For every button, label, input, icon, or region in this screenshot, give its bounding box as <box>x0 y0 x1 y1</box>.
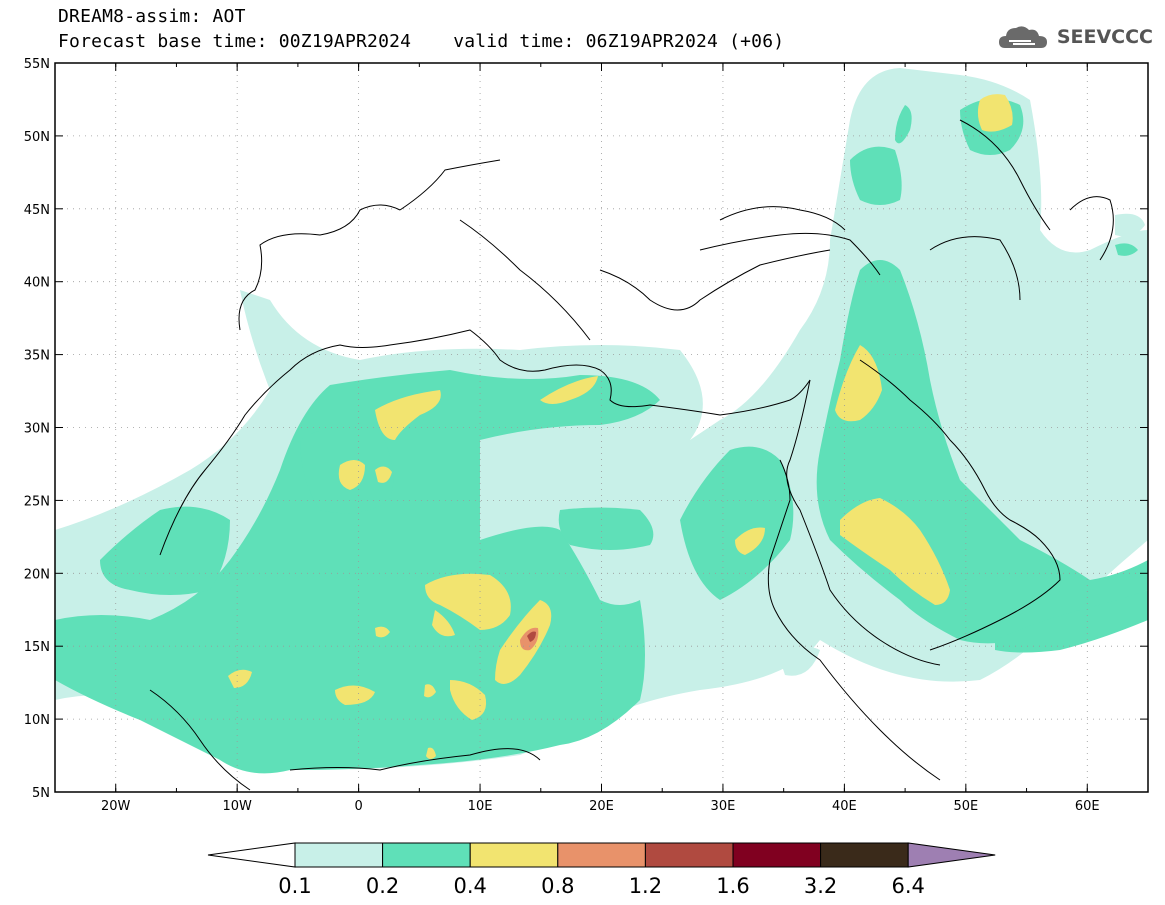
colorbar-cell <box>820 842 909 868</box>
y-tick-label: 30N <box>24 422 50 437</box>
aot-field <box>55 68 1148 774</box>
y-tick-label: 5N <box>32 786 50 801</box>
map-title: DREAM8-assim: AOT <box>58 6 246 27</box>
y-tick-label: 10N <box>24 713 50 728</box>
map-grid <box>55 63 1148 792</box>
x-tick-label: 20W <box>101 799 131 814</box>
x-tick-label: 10E <box>468 799 493 814</box>
colorbar-label: 0.1 <box>278 874 311 898</box>
colorbar-label: 0.4 <box>453 874 486 898</box>
base-time: Forecast base time: 00Z19APR2024 <box>58 31 412 52</box>
colorbar-cell <box>557 842 646 868</box>
axis-ticks: 20W 10W 0 10E 20E 30E 40E 50E 60E 55N 50N 45N 40N 35N… <box>24 57 1149 814</box>
valid-time: valid time: 06Z19APR2024 (+06) <box>453 31 785 52</box>
colorbar-cell <box>732 842 822 868</box>
x-tick-label: 10W <box>222 799 252 814</box>
colorbar: 0.1 0.2 0.4 0.8 1.2 1.6 3.2 6.4 <box>207 842 996 898</box>
y-tick-label: 45N <box>24 203 50 218</box>
colorbar-label: 6.4 <box>891 874 924 898</box>
colorbar-label: 0.2 <box>366 874 399 898</box>
colorbar-label: 1.2 <box>629 874 662 898</box>
colorbar-cell <box>294 842 384 868</box>
seevccc-logo: SEEVCCC <box>997 22 1153 52</box>
x-tick-label: 60E <box>1075 799 1100 814</box>
coastlines <box>149 119 1114 791</box>
y-tick-label: 25N <box>24 494 50 509</box>
x-tick-label: 40E <box>832 799 857 814</box>
x-tick-label: 30E <box>711 799 736 814</box>
colorbar-cell <box>469 842 559 868</box>
y-tick-label: 50N <box>24 130 50 145</box>
y-tick-label: 40N <box>24 276 50 291</box>
y-tick-label: 55N <box>24 57 50 72</box>
logo-text: SEEVCCC <box>1056 26 1153 48</box>
colorbar-cell <box>382 842 471 868</box>
time-info: Forecast base time: 00Z19APR2024 valid ti… <box>58 31 784 52</box>
y-tick-label: 20N <box>24 567 50 582</box>
colorbar-arrow-left <box>207 842 296 868</box>
x-tick-label: 50E <box>953 799 978 814</box>
aot-level-1.2 <box>527 631 536 642</box>
colorbar-cell <box>644 842 734 868</box>
colorbar-label: 0.8 <box>541 874 574 898</box>
y-tick-label: 15N <box>24 640 50 655</box>
colorbar-label: 1.6 <box>716 874 749 898</box>
cloud-icon <box>998 26 1047 48</box>
map-frame <box>54 62 1149 793</box>
y-tick-label: 35N <box>24 349 50 364</box>
x-tick-label: 0 <box>354 799 362 814</box>
colorbar-arrow-right <box>907 842 996 868</box>
x-tick-label: 20E <box>589 799 614 814</box>
colorbar-label: 3.2 <box>804 874 837 898</box>
